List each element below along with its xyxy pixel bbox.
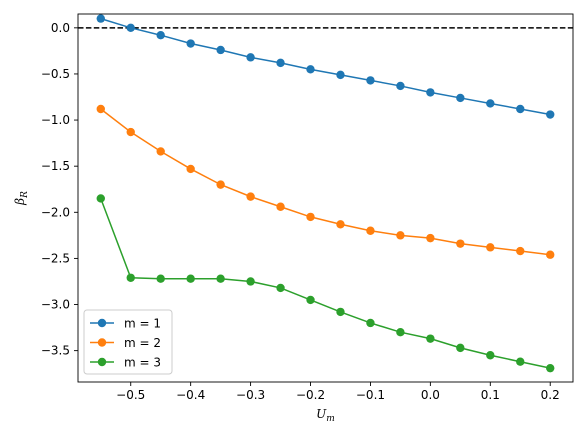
data-point <box>546 363 555 373</box>
data-point <box>426 233 435 243</box>
data-point <box>366 226 375 235</box>
data-point <box>546 250 555 259</box>
data-point <box>426 88 435 97</box>
data-point <box>276 58 285 68</box>
data-point <box>216 274 225 283</box>
data-point <box>246 192 255 201</box>
x-tick-label: 0.0 <box>421 388 440 402</box>
data-point <box>486 243 495 252</box>
y-tick-label: −2.0 <box>41 205 70 219</box>
data-point <box>516 104 525 114</box>
legend-marker <box>97 338 107 347</box>
data-point <box>126 273 135 282</box>
y-tick-label: −3.5 <box>41 344 70 358</box>
data-point <box>336 220 345 229</box>
data-point <box>456 239 465 248</box>
legend-marker <box>97 318 107 328</box>
x-tick-label: −0.4 <box>176 388 205 402</box>
legend-item: m = 1 <box>90 317 161 331</box>
series-line <box>100 17 551 116</box>
data-point <box>126 23 135 33</box>
legend-label: m = 1 <box>124 317 161 331</box>
y-axis-label: βR <box>13 191 30 206</box>
y-tick-label: −1.0 <box>41 113 70 127</box>
data-point <box>306 65 315 74</box>
svg-text:Um: Um <box>316 407 335 424</box>
x-tick-label: 0.1 <box>481 388 500 402</box>
series-1 <box>96 14 555 119</box>
data-point <box>246 53 255 62</box>
data-point <box>156 147 165 156</box>
data-point <box>126 127 135 137</box>
svg-text:βR: βR <box>13 191 30 206</box>
data-point <box>516 246 525 256</box>
data-point <box>216 45 225 55</box>
data-point <box>396 231 405 240</box>
y-tick-label: −3.0 <box>41 298 70 312</box>
data-point <box>516 357 525 366</box>
data-point <box>96 104 105 114</box>
data-point <box>306 212 315 222</box>
data-point <box>186 39 195 48</box>
legend-item: m = 2 <box>90 336 161 350</box>
series-line <box>100 198 551 369</box>
series-line <box>100 108 551 256</box>
data-point <box>366 318 375 328</box>
data-point <box>426 334 435 343</box>
data-point <box>456 93 465 103</box>
x-axis-label: Um <box>316 407 335 424</box>
x-tick-label: −0.2 <box>296 388 325 402</box>
data-point <box>246 277 255 286</box>
legend-marker <box>97 357 107 367</box>
legend-label: m = 2 <box>124 336 161 350</box>
y-tick-label: 0.0 <box>51 21 70 35</box>
data-point <box>216 180 225 189</box>
data-point <box>336 307 345 317</box>
data-point <box>546 110 555 119</box>
x-tick-label: −0.3 <box>236 388 265 402</box>
legend-item: m = 3 <box>90 356 161 370</box>
legend-label: m = 3 <box>124 356 161 370</box>
data-point <box>156 31 165 40</box>
data-point <box>96 14 105 23</box>
data-point <box>366 76 375 85</box>
data-point <box>396 81 405 91</box>
legend-box <box>83 309 173 375</box>
data-point <box>396 327 405 337</box>
x-tick-label: −0.5 <box>116 388 145 402</box>
data-point <box>456 343 465 353</box>
data-point <box>276 283 285 293</box>
data-point <box>186 274 195 283</box>
y-tick-label: −1.5 <box>41 159 70 173</box>
data-point <box>156 274 165 283</box>
data-point <box>186 164 195 174</box>
x-tick-label: −0.1 <box>356 388 385 402</box>
data-point <box>486 351 495 360</box>
data-point <box>336 70 345 80</box>
data-point <box>306 295 315 305</box>
y-tick-label: −2.5 <box>41 251 70 265</box>
plot-frame <box>77 13 574 383</box>
y-tick-label: −0.5 <box>41 67 70 81</box>
series-2 <box>96 104 555 259</box>
legend: m = 1 m = 2 m = 3 <box>83 309 173 375</box>
plot-area: −0.5 −0.4 −0.3 −0.2 −0.1 0.0 0.1 0.2 0.0 −0.5 −1.0… <box>41 13 574 402</box>
x-tick-label: 0.2 <box>541 388 560 402</box>
data-point <box>486 99 495 108</box>
data-point <box>276 202 285 211</box>
data-point <box>96 194 105 203</box>
series-3 <box>96 194 555 373</box>
